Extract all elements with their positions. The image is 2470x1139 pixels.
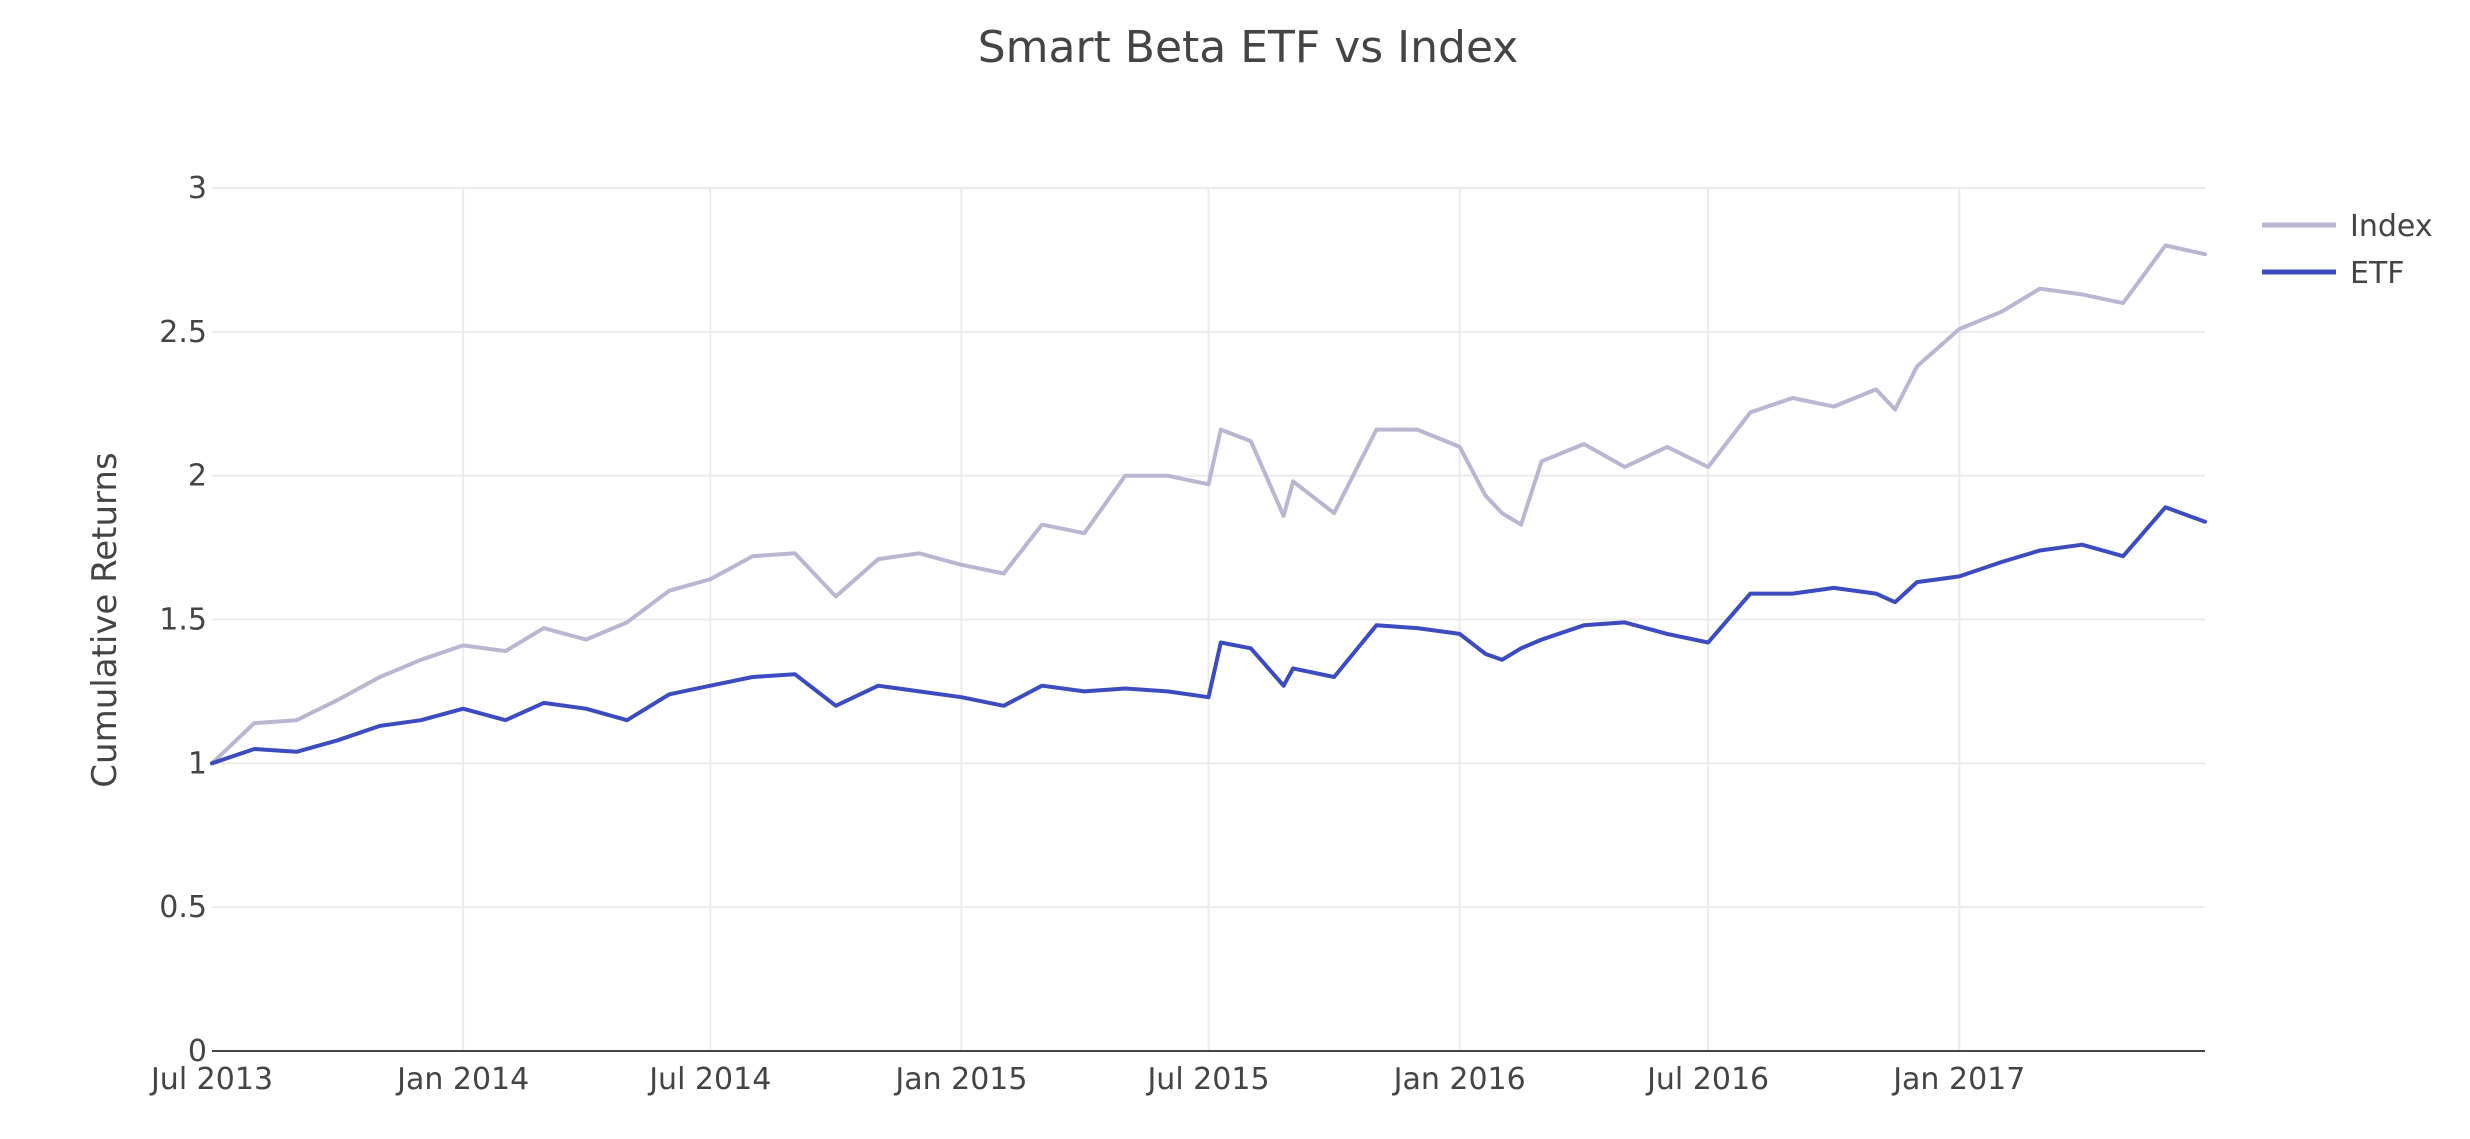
chart-title: Smart Beta ETF vs Index <box>978 22 1519 73</box>
x-tick-label: Jul 2016 <box>1645 1062 1769 1097</box>
y-tick-label: 0.5 <box>159 890 207 925</box>
y-tick-label: 2.5 <box>159 315 207 350</box>
series-lines <box>210 243 2207 766</box>
x-tick-label: Jul 2013 <box>149 1062 273 1097</box>
axes: Jul 2013 Jan 2014 Jul 2014 Jan 2015 Jul 2015… <box>149 171 2205 1097</box>
x-tick-label: Jan 2016 <box>1392 1062 1526 1097</box>
series-line-etf <box>210 505 2207 766</box>
y-tick-label: 0 <box>188 1034 207 1069</box>
y-tick-label: 1.5 <box>159 603 207 638</box>
y-tick-label: 3 <box>188 171 207 206</box>
grid <box>212 187 2205 1051</box>
y-tick-label: 1 <box>188 746 207 781</box>
y-axis-title: Cumulative Returns <box>85 452 125 787</box>
x-tick-label: Jan 2015 <box>893 1062 1027 1097</box>
y-tick-label: 2 <box>188 459 207 494</box>
x-tick-label: Jul 2014 <box>647 1062 771 1097</box>
x-tick-label: Jan 2014 <box>395 1062 529 1097</box>
legend-label-index: Index <box>2350 209 2433 244</box>
x-tick-label: Jan 2017 <box>1891 1062 2025 1097</box>
series-line-index <box>210 243 2207 766</box>
legend-label-etf: ETF <box>2350 256 2405 291</box>
x-tick-label: Jul 2015 <box>1145 1062 1269 1097</box>
legend: Index ETF <box>2262 209 2433 291</box>
